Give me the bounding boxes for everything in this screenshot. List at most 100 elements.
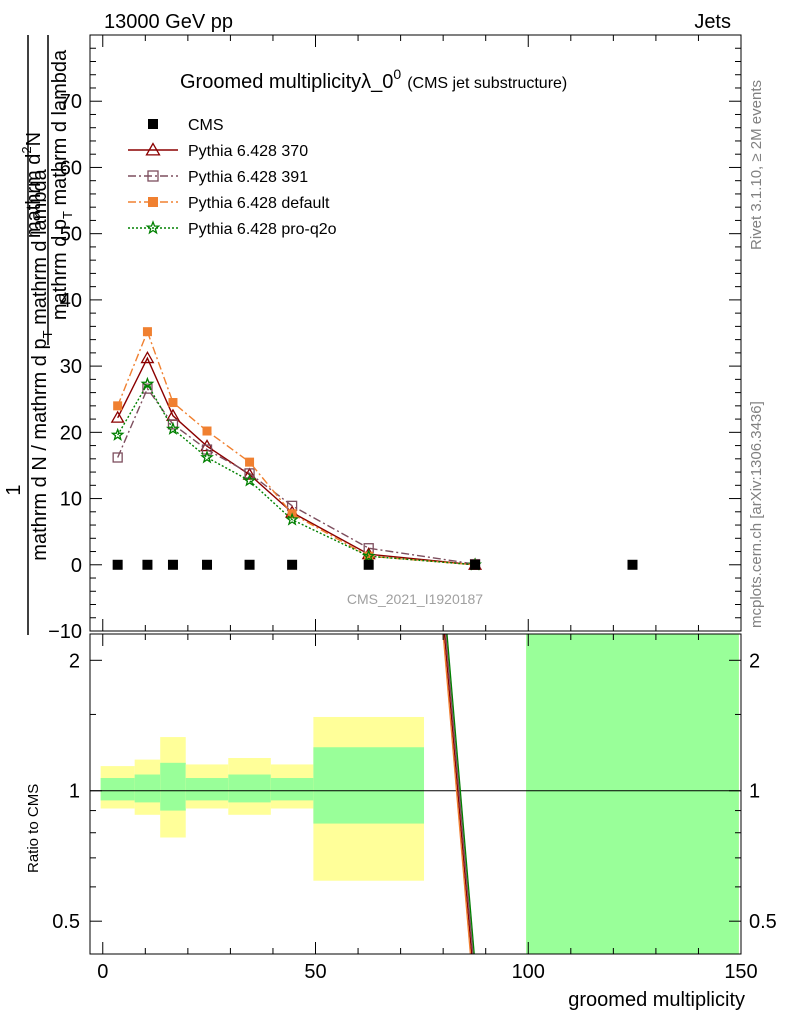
main-title: Groomed multiplicityλ_00 (CMS jet substru…: [180, 66, 567, 93]
data-point: [363, 559, 374, 570]
main-y-tick-label: 10: [60, 489, 82, 511]
data-point: [167, 419, 179, 430]
legend-label: Pythia 6.428 370: [188, 143, 308, 160]
main-panel-frame: [89, 34, 742, 632]
data-point: [166, 421, 180, 435]
legend-marker: [147, 170, 159, 182]
ratio-band-inner: [313, 747, 425, 824]
data-point: [202, 426, 212, 436]
series-line: [117, 329, 476, 566]
x-tick-label: 0: [97, 961, 108, 983]
legend: CMS Pythia 6.428 370 Pythia 6.428 391 Pythi…: [128, 117, 337, 238]
series-pythia-6-428-pro-q2o: [110, 376, 482, 571]
legend-entry: Pythia 6.428 391: [128, 169, 308, 186]
legend-marker: [145, 220, 161, 235]
series-line: [117, 387, 476, 565]
legend-entry: Pythia 6.428 default: [128, 195, 330, 212]
data-point: [244, 468, 255, 479]
legend-label: Pythia 6.428 391: [188, 169, 308, 186]
data-point: [245, 457, 255, 467]
data-point: [470, 559, 481, 570]
header-right: Jets: [694, 11, 731, 33]
series-line: [117, 356, 476, 566]
main-y-tick-label: 30: [60, 356, 82, 378]
ylabel-one: 1: [3, 484, 25, 495]
ratio-y-tick-label-right: 2: [749, 650, 760, 672]
main-y-tick-label: 60: [60, 157, 82, 179]
ratio-band-inner: [185, 778, 229, 801]
main-title-text: Groomed multiplicityλ_0: [180, 71, 393, 93]
main-y-tick-label: 0: [71, 555, 82, 577]
data-point: [242, 473, 257, 487]
ratio-curve: [442, 633, 472, 955]
series-pythia-6-428-391: [112, 383, 481, 570]
analysis-watermark: CMS_2021_I1920187: [347, 591, 483, 607]
ratio-panel-frame: [89, 633, 742, 955]
ratio-band-inner: [160, 762, 186, 811]
data-point: [112, 452, 123, 463]
ratio-band-inner: [134, 774, 161, 803]
legend-marker: [148, 197, 158, 207]
data-point: [112, 559, 123, 570]
data-point: [140, 376, 155, 390]
ratio-band-inner: [228, 774, 271, 803]
ratio-axis-ticks: 0.5 0.5 1 1 2 2 0 50 100 150: [52, 634, 777, 983]
legend-marker: [145, 142, 161, 156]
data-point: [202, 559, 213, 570]
legend-label: CMS: [188, 117, 224, 134]
ylabel-outer-denominator: mathrm d N / mathrm d pT mathrm d lambda: [29, 168, 55, 560]
ratio-curve: [445, 633, 474, 955]
ratio-curve: [446, 633, 475, 955]
series-pythia-6-428-default: [113, 327, 480, 570]
data-point: [242, 467, 257, 480]
main-y-tick-label: 40: [60, 290, 82, 312]
ratio-y-tick-label-right: 0.5: [749, 911, 777, 933]
main-y-tick-label: 70: [60, 91, 82, 113]
data-point: [627, 559, 638, 570]
data-point: [142, 383, 153, 394]
data-point: [244, 559, 255, 570]
data-point: [200, 450, 214, 464]
legend-label: Pythia 6.428 pro-q2o: [188, 221, 337, 238]
x-tick-label: 50: [304, 961, 326, 983]
main-y-tick-label: 50: [60, 224, 82, 246]
legend-entry: Pythia 6.428 370: [128, 142, 308, 160]
series-pythia-6-428-370: [110, 351, 483, 570]
data-point: [110, 410, 125, 423]
data-point: [361, 548, 376, 563]
mcplots-label: mcplots.cern.ch [arXiv:1306.3436]: [748, 401, 765, 628]
main-plot-marks: [110, 327, 638, 571]
ratio-band-inner: [100, 778, 135, 801]
data-point: [364, 551, 374, 561]
ratio-y-tick-label: 1: [69, 781, 80, 803]
data-point: [201, 444, 213, 455]
main-y-axis-label: mathrm d2N mathrm d pT mathrm d lambda 1…: [3, 35, 75, 635]
main-title-sup: 0: [393, 66, 401, 82]
x-tick-label: 150: [724, 961, 757, 983]
data-point: [285, 512, 299, 526]
ratio-band-inner: [270, 778, 314, 801]
legend-entry: CMS: [148, 117, 224, 134]
data-point: [167, 559, 178, 570]
main-y-tick-label: −10: [48, 621, 82, 643]
data-point: [142, 327, 152, 337]
data-point: [113, 401, 123, 411]
x-axis-label: groomed multiplicity: [568, 989, 745, 1011]
series-cms: [112, 559, 638, 570]
main-axis-ticks: −10 0 10 20 30 40 50 60 70: [48, 35, 742, 643]
ratio-y-tick-label: 0.5: [52, 911, 80, 933]
data-point: [142, 559, 153, 570]
data-point: [140, 351, 155, 364]
ratio-y-label: Ratio to CMS: [25, 784, 42, 873]
data-point: [287, 559, 298, 570]
ratio-y-tick-label: 2: [69, 650, 80, 672]
legend-marker: [148, 119, 158, 129]
main-y-tick-label: 20: [60, 422, 82, 444]
ratio-band-inner: [526, 634, 739, 954]
x-tick-label: 100: [512, 961, 545, 983]
ratio-uncertainty-bands: [90, 634, 741, 954]
legend-entry: Pythia 6.428 pro-q2o: [128, 220, 337, 238]
rivet-label: Rivet 3.1.10, ≥ 2M events: [748, 80, 765, 250]
header-left: 13000 GeV pp: [104, 11, 233, 33]
